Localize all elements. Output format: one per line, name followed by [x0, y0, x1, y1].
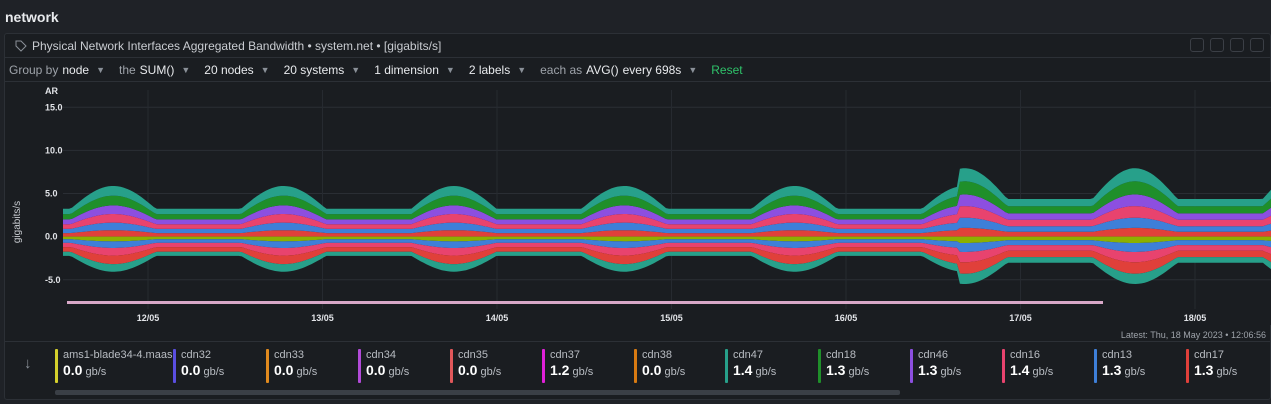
legend-value: 1.2 gb/s — [550, 362, 593, 378]
legend-item[interactable]: cdn37 1.2 gb/s — [542, 349, 593, 383]
legend-label: cdn32 — [181, 349, 224, 361]
legend-item[interactable]: cdn47 1.4 gb/s — [725, 349, 776, 383]
legend-item[interactable]: cdn32 0.0 gb/s — [173, 349, 224, 383]
chevron-down-icon: ▼ — [446, 65, 455, 75]
x-tick-label: 14/05 — [486, 313, 509, 323]
legend-value: 0.0 gb/s — [63, 362, 172, 378]
legend-scrollbar[interactable] — [55, 390, 900, 395]
y-tick-label: 10.0 — [45, 145, 63, 155]
legend-item[interactable]: cdn16 1.4 gb/s — [1002, 349, 1053, 383]
legend-value: 0.0 gb/s — [181, 362, 224, 378]
legend-item[interactable]: cdn35 0.0 gb/s — [450, 349, 501, 383]
stacked-area-chart[interactable]: 15.0 10.0 5.0 0.0 -5.0 12/05 13/05 14/05 15/05 16… — [5, 82, 1271, 325]
sort-arrow-icon[interactable]: ↓ — [24, 355, 32, 372]
legend-item[interactable]: ams1-blade34-4.maas 0.0 gb/s — [55, 349, 172, 383]
legend-item[interactable]: cdn33 0.0 gb/s — [266, 349, 317, 383]
y-tick-label: 5.0 — [45, 189, 58, 199]
fullscreen-icon[interactable] — [1230, 38, 1244, 52]
legend-color-swatch — [173, 349, 176, 383]
legend-label: cdn35 — [458, 349, 501, 361]
legend-item[interactable]: cdn38 0.0 gb/s — [634, 349, 685, 383]
chevron-down-icon: ▼ — [517, 65, 526, 75]
legend-item[interactable]: cdn17 1.3 gb/s — [1186, 349, 1237, 383]
legend-value: 1.3 gb/s — [826, 362, 869, 378]
legend-item[interactable]: cdn46 1.3 gb/s — [910, 349, 961, 383]
legend-color-swatch — [55, 349, 58, 383]
legend-label: cdn38 — [642, 349, 685, 361]
nodes-dropdown[interactable]: 20 nodes ▼ — [204, 63, 269, 77]
legend-color-swatch — [266, 349, 269, 383]
y-tick-label: 15.0 — [45, 102, 63, 112]
legend-value: 0.0 gb/s — [642, 362, 685, 378]
legend-value: 1.3 gb/s — [1194, 362, 1237, 378]
card-header: Physical Network Interfaces Aggregated B… — [5, 34, 1270, 58]
legend-item[interactable]: cdn13 1.3 gb/s — [1094, 349, 1145, 383]
legend-item[interactable]: cdn34 0.0 gb/s — [358, 349, 409, 383]
legend-label: cdn37 — [550, 349, 593, 361]
legend-label: cdn34 — [366, 349, 409, 361]
dimension-dropdown[interactable]: 1 dimension ▼ — [374, 63, 455, 77]
chevron-down-icon: ▼ — [688, 65, 697, 75]
x-tick-label: 18/05 — [1184, 313, 1207, 323]
reset-button[interactable]: Reset — [711, 63, 742, 77]
legend-color-swatch — [725, 349, 728, 383]
legend-label: ams1-blade34-4.maas — [63, 349, 172, 361]
legend-label: cdn46 — [918, 349, 961, 361]
legend-color-swatch — [634, 349, 637, 383]
legend-label: cdn13 — [1102, 349, 1145, 361]
legend-color-swatch — [542, 349, 545, 383]
x-tick-label: 17/05 — [1009, 313, 1032, 323]
legend-label: cdn33 — [274, 349, 317, 361]
x-tick-label: 13/05 — [311, 313, 334, 323]
x-tick-label: 16/05 — [835, 313, 858, 323]
y-tick-label: -5.0 — [45, 275, 61, 285]
systems-dropdown[interactable]: 20 systems ▼ — [284, 63, 361, 77]
y-tick-label: 0.0 — [45, 232, 58, 242]
labels-dropdown[interactable]: 2 labels ▼ — [469, 63, 526, 77]
chevron-down-icon: ▼ — [181, 65, 190, 75]
annotation-strip — [67, 301, 1103, 304]
legend-color-swatch — [1094, 349, 1097, 383]
legend-color-swatch — [910, 349, 913, 383]
y-corner-label: AR — [45, 86, 58, 96]
x-tick-label: 15/05 — [660, 313, 683, 323]
tag-icon — [15, 40, 27, 52]
latest-timestamp: Latest: Thu, 18 May 2023 • 12:06:56 — [1121, 330, 1266, 340]
y-axis-label: gigabits/s — [12, 201, 23, 243]
legend-label: cdn17 — [1194, 349, 1237, 361]
legend-color-swatch — [358, 349, 361, 383]
chevron-down-icon: ▼ — [351, 65, 360, 75]
info-icon[interactable] — [1190, 38, 1204, 52]
legend-value: 1.3 gb/s — [1102, 362, 1145, 378]
legend-label: cdn16 — [1010, 349, 1053, 361]
chevron-down-icon: ▼ — [96, 65, 105, 75]
chart-toolbar: Group by node ▼ the SUM() ▼ 20 nodes ▼ 2… — [5, 58, 1270, 82]
legend-value: 1.4 gb/s — [1010, 362, 1053, 378]
legend-item[interactable]: cdn18 1.3 gb/s — [818, 349, 869, 383]
card-actions — [1190, 38, 1264, 52]
section-title: network — [5, 9, 59, 25]
chart-card: Physical Network Interfaces Aggregated B… — [4, 33, 1271, 400]
export-icon[interactable] — [1210, 38, 1224, 52]
legend-value: 1.3 gb/s — [918, 362, 961, 378]
legend-color-swatch — [1002, 349, 1005, 383]
legend-value: 1.4 gb/s — [733, 362, 776, 378]
legend: ↓ ams1-blade34-4.maas 0.0 gb/s cdn32 0.0 gb/s… — [5, 341, 1271, 397]
legend-label: cdn18 — [826, 349, 869, 361]
legend-label: cdn47 — [733, 349, 776, 361]
legend-value: 0.0 gb/s — [274, 362, 317, 378]
x-tick-label: 12/05 — [137, 313, 160, 323]
aggregation-dropdown[interactable]: the SUM() ▼ — [119, 63, 190, 77]
legend-color-swatch — [818, 349, 821, 383]
legend-color-swatch — [1186, 349, 1189, 383]
edit-icon[interactable] — [1250, 38, 1264, 52]
legend-value: 0.0 gb/s — [458, 362, 501, 378]
chart-title: Physical Network Interfaces Aggregated B… — [32, 39, 441, 53]
group-by-dropdown[interactable]: Group by node ▼ — [9, 63, 105, 77]
chevron-down-icon: ▼ — [261, 65, 270, 75]
legend-color-swatch — [450, 349, 453, 383]
legend-value: 0.0 gb/s — [366, 362, 409, 378]
time-aggregation-dropdown[interactable]: each as AVG() every 698s ▼ — [540, 63, 697, 77]
